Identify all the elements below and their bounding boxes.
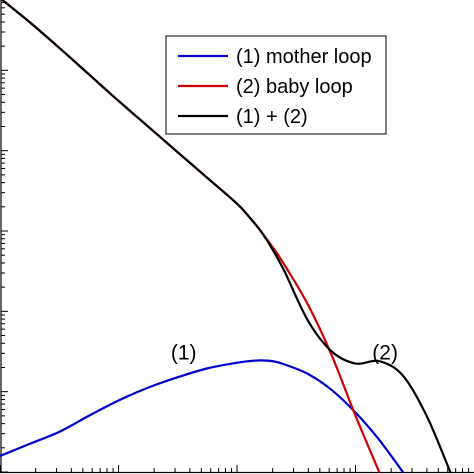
legend-label-3: (1) + (2) [236,106,308,128]
legend-label-2: (2) baby loop [236,76,353,98]
series-line-sum [0,0,452,474]
series-line-mother-loop [0,359,404,474]
annotation-label-2: (2) [372,342,398,365]
annotation-label-1: (1) [171,342,197,365]
legend-label-1: (1) mother loop [236,46,372,68]
